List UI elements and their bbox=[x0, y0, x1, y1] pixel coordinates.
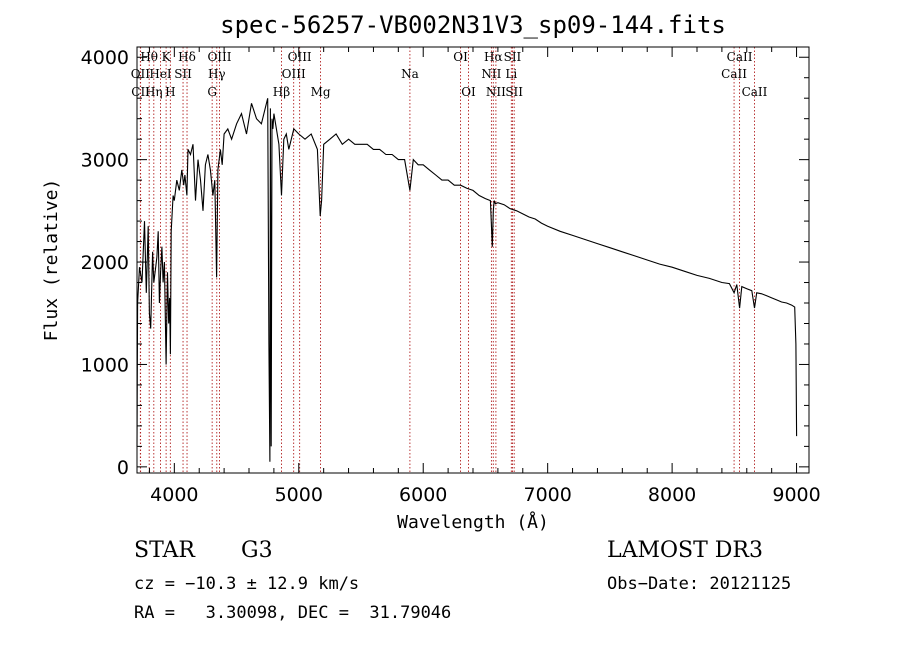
spectral-line-label: CII bbox=[131, 85, 150, 99]
spectral-line-label: OIII bbox=[288, 50, 312, 64]
ra-dec-coordinates: RA = 3.30098, DEC = 31.79046 bbox=[134, 603, 452, 623]
y-tick-label: 0 bbox=[117, 457, 129, 479]
spectral-line-label: K bbox=[162, 50, 172, 64]
survey-name: LAMOST DR3 bbox=[607, 538, 763, 563]
x-axis-ticks: 4000 5000 6000 7000 8000 9000 bbox=[148, 47, 821, 506]
spectral-line-label: HeI bbox=[149, 67, 172, 81]
spectral-line-label: Hα bbox=[484, 50, 503, 64]
object-subclass: G3 bbox=[241, 538, 273, 563]
x-tick-label: 5000 bbox=[275, 484, 323, 506]
x-tick-label: 8000 bbox=[648, 484, 696, 506]
redshift-cz: cz = −10.3 ± 12.9 km/s bbox=[134, 574, 360, 594]
spectral-line-label: NII bbox=[481, 67, 501, 81]
y-axis-label: Flux (relative) bbox=[41, 179, 62, 342]
spectral-line-label: OIII bbox=[282, 67, 306, 81]
y-tick-label: 2000 bbox=[81, 252, 129, 274]
y-tick-label: 4000 bbox=[81, 47, 129, 69]
plot-frame bbox=[136, 46, 810, 474]
spectrum-line bbox=[136, 98, 798, 462]
spectral-line-label: OIII bbox=[207, 50, 231, 64]
chart-title: spec-56257-VB002N31V3_sp09-144.fits bbox=[220, 11, 726, 39]
x-tick-label: 9000 bbox=[772, 484, 820, 506]
x-tick-label: 4000 bbox=[150, 484, 198, 506]
spectral-line-label: OI bbox=[453, 50, 468, 64]
spectral-line-label: SII bbox=[504, 50, 522, 64]
observation-date: Obs−Date: 20121125 bbox=[607, 574, 792, 594]
spectral-line-label: Li bbox=[505, 67, 517, 81]
y-tick-label: 3000 bbox=[81, 150, 129, 172]
spectral-line-label: SII bbox=[505, 85, 523, 99]
spectral-line-label: Hβ bbox=[273, 85, 290, 99]
spectral-line-label: Hη bbox=[145, 85, 163, 99]
spectral-line-label: CaII bbox=[721, 67, 747, 81]
x-tick-label: 7000 bbox=[523, 484, 571, 506]
y-axis-ticks: 0 1000 2000 3000 4000 bbox=[81, 47, 809, 479]
spectral-line-label: G bbox=[207, 85, 217, 99]
spectral-line-label: CaII bbox=[727, 50, 753, 64]
spectral-line-label: CaII bbox=[742, 85, 768, 99]
spectral-line-label: Hδ bbox=[178, 50, 196, 64]
spectral-line-label: H bbox=[165, 85, 175, 99]
spectral-line-markers bbox=[139, 47, 755, 473]
spectral-line-label: Hγ bbox=[208, 67, 226, 81]
object-class: STAR bbox=[134, 538, 195, 563]
spectral-line-label: Mg bbox=[311, 85, 331, 99]
spectral-line-label: Na bbox=[401, 67, 419, 81]
spectral-line-label: Hθ bbox=[140, 50, 158, 64]
y-tick-label: 1000 bbox=[81, 354, 129, 376]
spectral-line-label: OI bbox=[461, 85, 476, 99]
x-tick-label: 6000 bbox=[399, 484, 447, 506]
x-axis-label: Wavelength (Å) bbox=[397, 511, 549, 533]
spectral-line-label: OII bbox=[131, 67, 151, 81]
spectral-line-label: SII bbox=[174, 67, 192, 81]
spectral-line-label: NII bbox=[486, 85, 506, 99]
